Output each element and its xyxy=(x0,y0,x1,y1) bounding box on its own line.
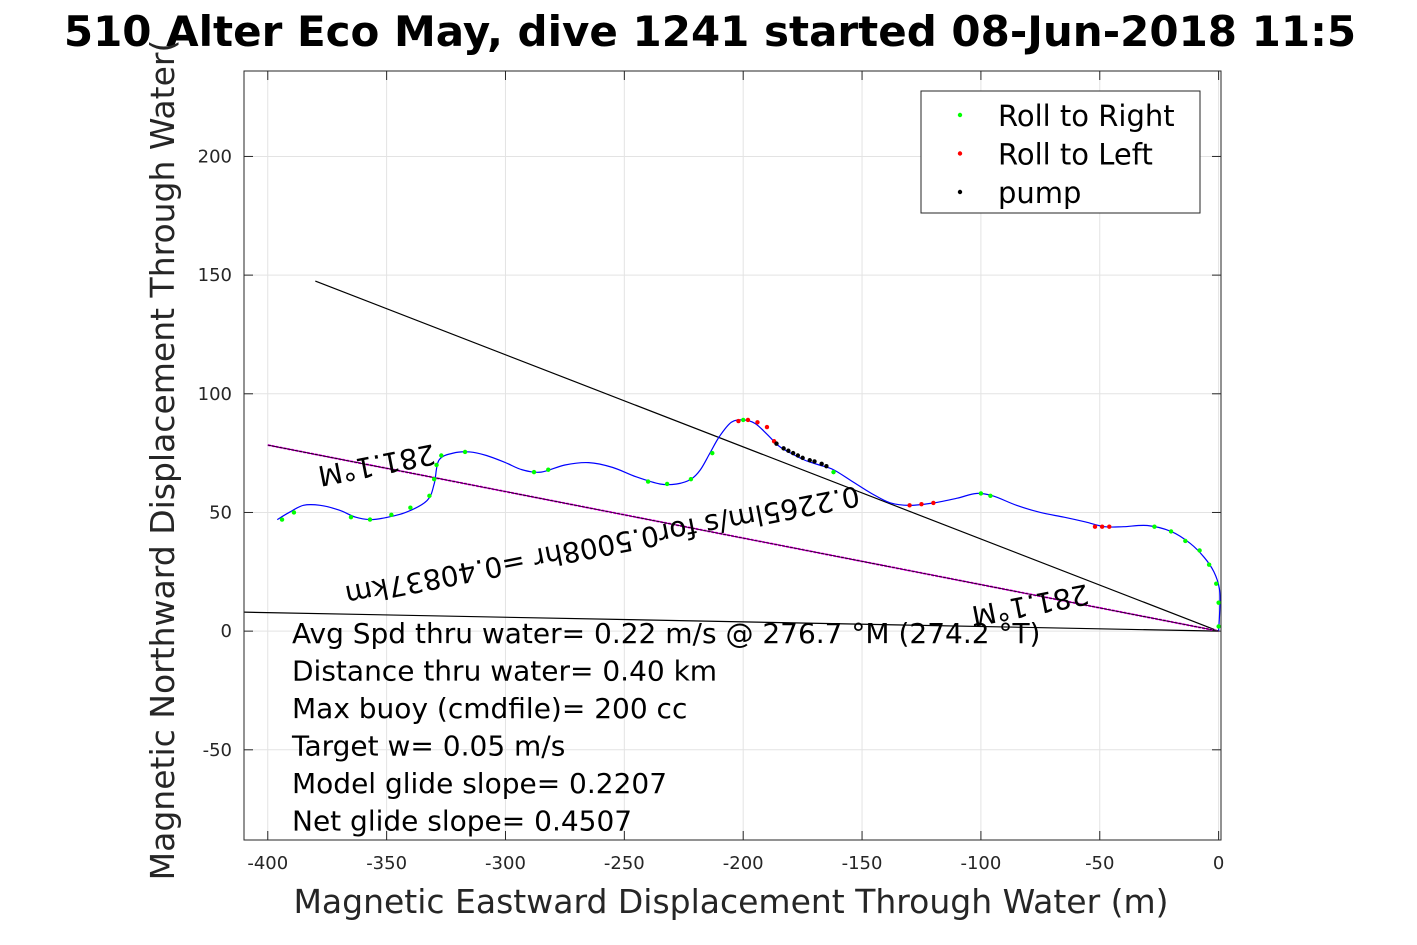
stat-line: Max buoy (cmdfile)= 200 cc xyxy=(292,692,687,725)
reference-lines xyxy=(243,280,1219,632)
legend: Roll to Right Roll to Left pump xyxy=(920,90,1201,214)
roll-right-point xyxy=(978,491,984,496)
roll-right-point xyxy=(279,517,285,522)
roll-right-point xyxy=(389,512,394,518)
roll-right-point xyxy=(710,450,715,456)
roll-right-point xyxy=(291,510,297,515)
pump-point xyxy=(800,455,805,461)
y-tick-label: -50 xyxy=(203,740,232,761)
roll-right-point xyxy=(1214,581,1219,586)
legend-marker xyxy=(957,189,963,195)
stat-line: Target w= 0.05 m/s xyxy=(291,730,565,763)
legend-box xyxy=(920,90,1201,214)
roll-right-point xyxy=(348,515,354,520)
roll-right-point xyxy=(688,477,694,482)
roll-right-point xyxy=(427,493,432,499)
roll-right-point xyxy=(1206,562,1212,567)
reference-line xyxy=(243,611,1219,632)
x-tick-label: -350 xyxy=(366,853,407,874)
x-tick-label: -400 xyxy=(247,853,288,874)
x-tick-label: -200 xyxy=(723,853,764,874)
roll-right-point xyxy=(1197,548,1202,553)
pump-point xyxy=(795,453,801,458)
x-tick-label: -50 xyxy=(1085,853,1114,874)
pump-point xyxy=(781,446,786,451)
stat-line: Distance thru water= 0.40 km xyxy=(292,655,717,688)
stat-line: Avg Spd thru water= 0.22 m/s @ 276.7 °M … xyxy=(292,617,1040,650)
roll-left-point xyxy=(1092,524,1098,529)
y-tick-label: 0 xyxy=(221,621,232,642)
y-axis-label: Magnetic Northward Displacement Through … xyxy=(143,40,182,881)
roll-right-point xyxy=(988,493,993,499)
x-tick-label: 0 xyxy=(1213,853,1224,874)
y-tick-label: 50 xyxy=(209,502,232,523)
pump-point xyxy=(819,461,824,467)
roll-left-point xyxy=(931,500,936,506)
roll-right-point xyxy=(1152,524,1157,529)
legend-label: pump xyxy=(998,176,1081,210)
axis-ticks: -400 -350 -300 -250 -200 -150 -100 -50 0 -50 0 50 10… xyxy=(198,71,1224,874)
roll-right-point xyxy=(431,477,437,482)
roll-right-point xyxy=(645,479,651,484)
roll-left-point xyxy=(919,501,924,507)
pump-point xyxy=(824,463,829,469)
roll-right-point xyxy=(740,417,746,423)
plot-frame xyxy=(243,70,1222,841)
reference-line xyxy=(315,280,1219,632)
roll-right-point xyxy=(664,481,670,487)
legend-marker xyxy=(957,151,963,156)
roll-right-point xyxy=(546,467,551,472)
legend-label: Roll to Right xyxy=(998,99,1175,133)
roll-right-point xyxy=(462,449,468,455)
roll-right-point xyxy=(1216,600,1221,605)
pump-point xyxy=(812,459,817,464)
y-tick-label: 150 xyxy=(198,265,232,286)
heading-line-core xyxy=(267,444,1219,632)
pump-point xyxy=(774,441,779,446)
roll-right-point xyxy=(531,469,537,475)
roll-left-point xyxy=(1107,524,1112,529)
stat-line: Net glide slope= 0.4507 xyxy=(292,805,632,838)
x-tick-label: -300 xyxy=(485,853,526,874)
roll-right-point xyxy=(434,462,439,468)
x-axis-label: Magnetic Eastward Displacement Through W… xyxy=(293,882,1168,921)
roll-markers xyxy=(279,417,1221,629)
roll-right-point xyxy=(1168,529,1174,534)
stat-line: Model glide slope= 0.2207 xyxy=(292,767,667,800)
legend-label: Roll to Left xyxy=(998,138,1153,172)
pump-point xyxy=(786,448,791,453)
legend-marker xyxy=(957,112,963,118)
roll-right-point xyxy=(831,469,836,475)
roll-right-point xyxy=(408,505,413,510)
chart-title: 510 Alter Eco May, dive 1241 started 08-… xyxy=(64,7,1356,56)
y-tick-label: 100 xyxy=(198,384,232,405)
roll-left-point xyxy=(755,420,760,425)
roll-right-point xyxy=(1183,538,1188,544)
roll-right-point xyxy=(439,453,444,458)
pump-point xyxy=(790,450,796,456)
pump-point xyxy=(807,458,812,463)
x-tick-label: -150 xyxy=(842,853,883,874)
roll-left-point xyxy=(1099,524,1105,529)
roll-left-point xyxy=(907,503,912,508)
roll-right-point xyxy=(367,517,373,522)
roll-left-point xyxy=(736,418,741,424)
roll-left-point xyxy=(764,424,770,430)
roll-left-point xyxy=(745,417,751,423)
x-tick-label: -100 xyxy=(960,853,1001,874)
x-tick-label: -250 xyxy=(604,853,645,874)
y-tick-label: 200 xyxy=(198,146,232,167)
roll-right-point xyxy=(1216,624,1221,629)
dive-stats: Avg Spd thru water= 0.22 m/s @ 276.7 °M … xyxy=(291,617,1040,838)
